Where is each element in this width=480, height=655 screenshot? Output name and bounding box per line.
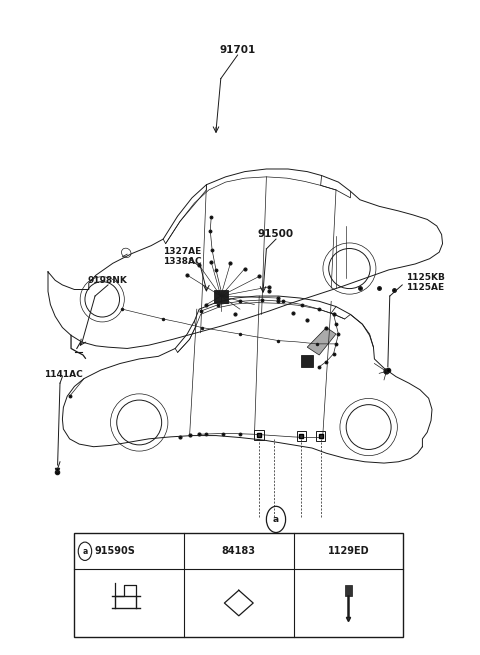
- Text: 1125AE: 1125AE: [406, 283, 444, 292]
- Ellipse shape: [329, 248, 370, 289]
- Text: 1125KB: 1125KB: [406, 273, 444, 282]
- Text: 91590S: 91590S: [95, 546, 135, 556]
- Bar: [214, 290, 228, 303]
- Text: a: a: [83, 547, 87, 556]
- Bar: [316, 431, 325, 441]
- Text: 1327AE: 1327AE: [163, 247, 202, 256]
- Ellipse shape: [346, 405, 391, 449]
- Text: a: a: [273, 515, 279, 524]
- Bar: [301, 355, 313, 367]
- Text: 84183: 84183: [222, 546, 256, 556]
- Bar: [345, 585, 352, 597]
- Polygon shape: [307, 328, 336, 355]
- Text: 91701: 91701: [219, 45, 256, 55]
- Bar: [254, 430, 264, 440]
- Ellipse shape: [85, 282, 120, 317]
- Bar: [297, 431, 306, 441]
- Text: 1141AC: 1141AC: [44, 369, 83, 379]
- Text: 1338AC: 1338AC: [163, 257, 202, 266]
- Text: 91500: 91500: [258, 229, 294, 240]
- Ellipse shape: [117, 400, 162, 445]
- Bar: [74, 533, 403, 637]
- Text: 9198NK: 9198NK: [88, 276, 128, 285]
- Text: 1129ED: 1129ED: [327, 546, 369, 556]
